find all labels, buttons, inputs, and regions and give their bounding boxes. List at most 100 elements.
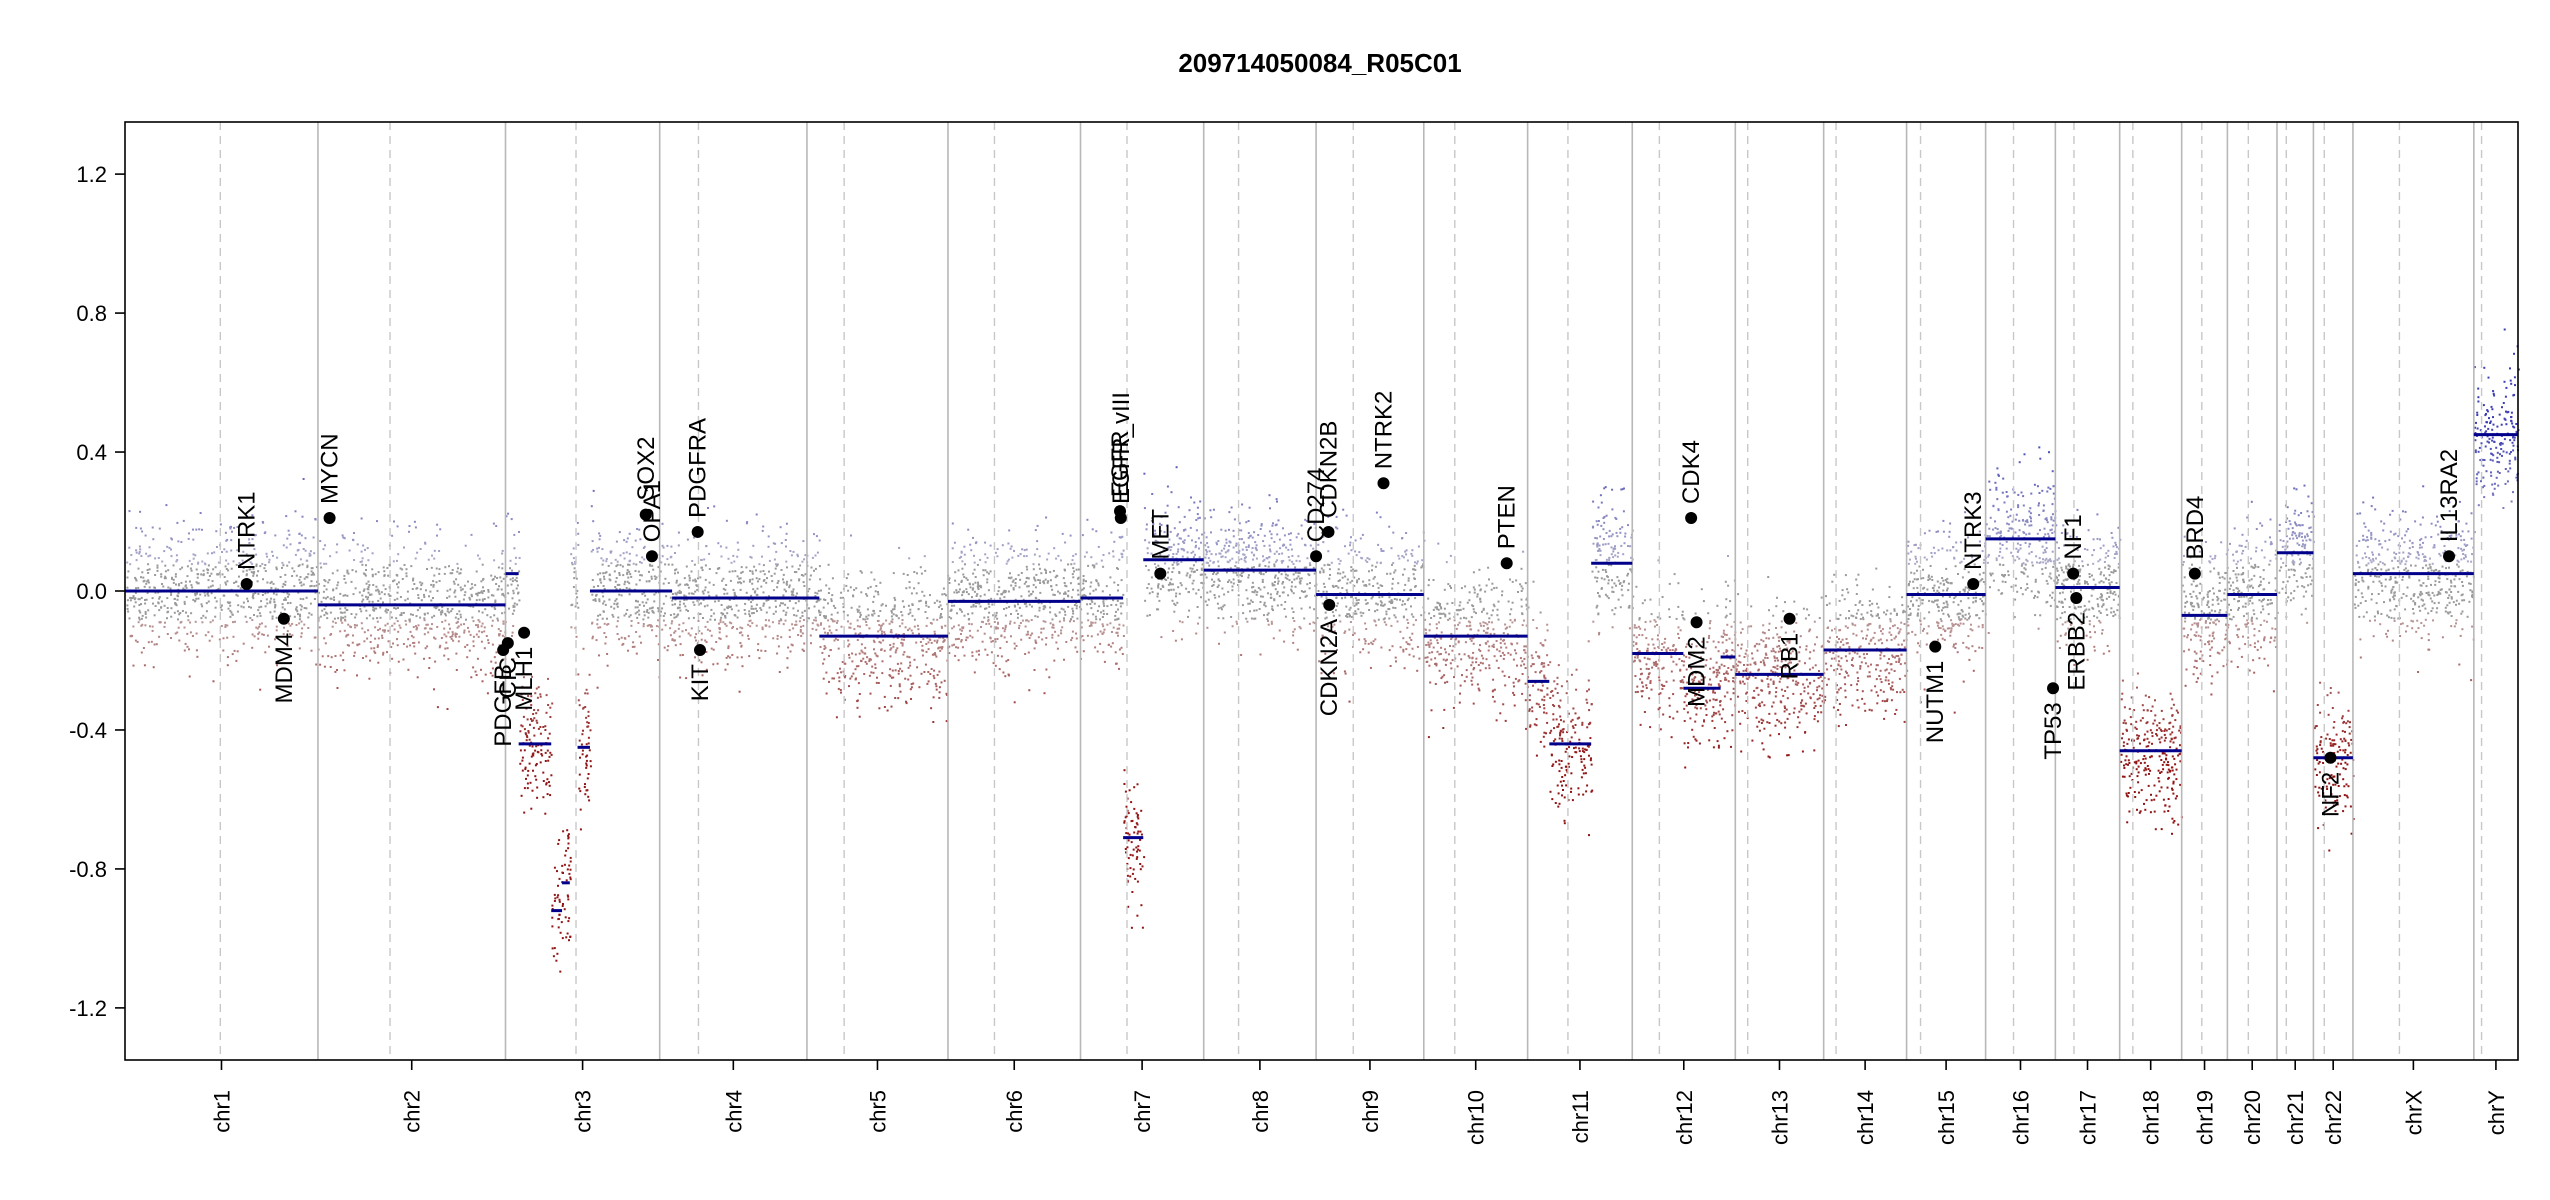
probe-point [1102,625,1105,628]
probe-point [1362,648,1365,651]
probe-point [230,611,233,614]
probe-point [739,642,742,644]
probe-point [865,662,868,665]
probe-point [2262,569,2265,572]
probe-point [2421,566,2424,569]
probe-point [2481,458,2484,461]
probe-point [2128,707,2131,710]
probe-point [1702,646,1705,649]
probe-point [819,578,822,581]
probe-point [1214,596,1217,599]
probe-point [834,607,837,609]
probe-point [342,659,345,662]
probe-point [154,605,157,607]
probe-point [1332,614,1335,617]
probe-point [2107,568,2110,570]
probe-point [613,602,616,605]
probe-point [801,611,804,614]
probe-point [700,632,703,635]
probe-point [2220,541,2223,544]
probe-point [494,601,497,603]
probe-point [343,629,346,632]
probe-point [1121,556,1124,559]
probe-point [1761,689,1764,692]
probe-point [2120,698,2123,701]
probe-point [597,614,600,617]
probe-point [2292,559,2295,562]
probe-point [2082,621,2084,624]
probe-point [843,662,846,665]
probe-point [1955,541,1958,544]
probe-point [558,839,561,842]
probe-point [363,631,366,634]
probe-point [920,672,923,675]
probe-point [605,560,608,563]
probe-point [1744,711,1746,714]
probe-point [776,637,779,640]
probe-point [1152,523,1155,525]
probe-point [412,577,415,580]
probe-point [1700,588,1703,591]
probe-point [1415,619,1417,622]
probe-point [1073,604,1076,606]
probe-point [1862,618,1865,621]
probe-point [1996,498,1999,501]
probe-point [545,711,548,714]
probe-point [138,618,141,621]
probe-point [1458,701,1461,704]
probe-point [2341,730,2344,733]
probe-point [639,561,641,563]
probe-point [820,622,822,625]
probe-point [926,617,929,620]
probe-point [346,569,349,572]
probe-point [1102,565,1105,568]
probe-point [2417,627,2420,630]
probe-point [2200,617,2203,620]
probe-point [367,586,370,588]
probe-point [2427,633,2430,636]
probe-point [1267,623,1270,626]
probe-point [223,548,226,551]
probe-point [2193,605,2196,608]
probe-point [1224,529,1227,532]
probe-point [1308,562,1311,565]
probe-point [963,654,966,657]
probe-point [1131,819,1134,822]
probe-point [1659,692,1662,695]
probe-point [1777,650,1780,653]
probe-point [749,555,752,558]
probe-point [395,617,398,620]
probe-point [1402,650,1405,653]
probe-point [1579,755,1582,758]
probe-point [2349,805,2352,808]
probe-point [2046,560,2049,563]
probe-point [1327,515,1330,518]
probe-point [764,650,767,652]
probe-point [1420,566,1423,569]
probe-point [166,545,169,548]
probe-point [1446,680,1449,683]
probe-point [1885,613,1888,616]
probe-point [2149,811,2152,814]
probe-point [720,604,723,606]
probe-point [367,559,370,562]
probe-point [2389,530,2392,533]
probe-point [1137,830,1140,833]
probe-point [1554,760,1557,763]
probe-point [494,661,497,664]
probe-point [2307,495,2310,498]
probe-point [1968,658,1971,661]
probe-point [1776,657,1779,660]
probe-point [557,884,559,887]
probe-point [1167,583,1170,586]
probe-point [2359,602,2362,605]
probe-point [215,600,218,603]
probe-point [1332,586,1335,588]
probe-point [2514,384,2516,387]
probe-point [2127,738,2130,741]
probe-point [2067,627,2070,630]
probe-point [1523,657,1526,660]
probe-point [1659,728,1662,731]
probe-point [2092,578,2095,581]
probe-point [1357,577,1360,580]
